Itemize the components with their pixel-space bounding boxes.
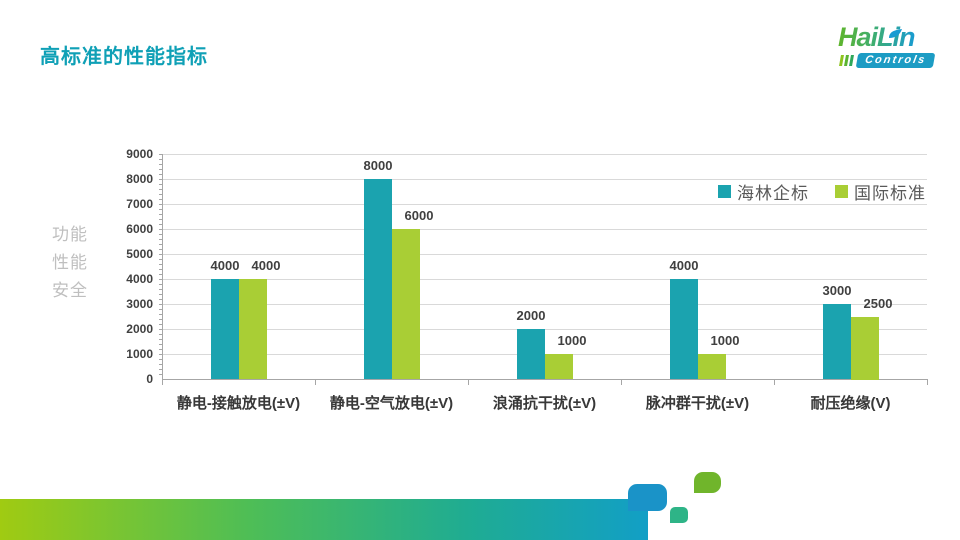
- gridline: [162, 254, 927, 255]
- category-label: 耐压绝缘(V): [810, 395, 891, 412]
- value-label: 4000: [669, 258, 699, 273]
- y-axis-label: 5000: [126, 247, 153, 261]
- y-axis-title: 功能 性能 安全: [52, 221, 88, 305]
- category-label: 静电-接触放电(±V): [176, 395, 301, 412]
- y-axis-label: 4000: [126, 272, 153, 286]
- logo-wordmark: HaiLin: [838, 24, 915, 51]
- deco-teal-leaf: [670, 507, 688, 523]
- legend-item: 海林企标: [718, 179, 809, 204]
- category-tick: [927, 380, 928, 385]
- bar-s0-c4: [823, 304, 851, 379]
- bar-s1-c2: [545, 354, 573, 379]
- y-axis-title-line: 安全: [52, 281, 88, 300]
- y-axis-label: 1000: [126, 347, 153, 361]
- gridline: [162, 179, 927, 180]
- value-label: 2500: [863, 296, 893, 311]
- category-tick: [162, 380, 163, 385]
- bar-s1-c0: [239, 279, 267, 379]
- value-label: 1000: [710, 333, 740, 348]
- bar-s1-c3: [698, 354, 726, 379]
- y-axis-label: 2000: [126, 322, 153, 336]
- category-tick: [774, 380, 775, 385]
- gridline: [162, 304, 927, 305]
- value-label: 8000: [363, 158, 393, 173]
- y-axis-label: 6000: [126, 222, 153, 236]
- category-tick: [315, 380, 316, 385]
- bottom-gradient-bar: [0, 499, 648, 540]
- bar-s1-c4: [851, 317, 879, 380]
- category-tick: [468, 380, 469, 385]
- gridline: [162, 204, 927, 205]
- category-label: 脉冲群干扰(±V): [645, 395, 750, 412]
- value-label: 2000: [516, 308, 546, 323]
- legend-label: 国际标准: [854, 184, 926, 203]
- legend-item: 国际标准: [835, 179, 926, 204]
- x-axis-line: [162, 379, 928, 380]
- bar-s1-c1: [392, 229, 420, 379]
- value-label: 4000: [251, 258, 281, 273]
- y-axis-label: 9000: [126, 147, 153, 161]
- y-axis-title-line: 功能: [52, 225, 88, 244]
- y-axis-label: 7000: [126, 197, 153, 211]
- deco-green-leaf: [694, 472, 721, 493]
- gridline: [162, 279, 927, 280]
- bar-s0-c0: [211, 279, 239, 379]
- y-axis-label: 0: [146, 372, 153, 386]
- value-label: 3000: [822, 283, 852, 298]
- legend-swatch-icon: [835, 185, 848, 198]
- y-axis-minor-ticks: [159, 154, 162, 379]
- value-label: 1000: [557, 333, 587, 348]
- value-label: 4000: [210, 258, 240, 273]
- bar-s0-c1: [364, 179, 392, 379]
- legend-swatch-icon: [718, 185, 731, 198]
- page-title: 高标准的性能指标: [40, 46, 208, 68]
- y-axis-title-line: 性能: [52, 253, 88, 272]
- hailin-logo: HaiLin Controls: [838, 24, 946, 69]
- y-axis-label: 8000: [126, 172, 153, 186]
- legend-label: 海林企标: [737, 184, 809, 203]
- y-axis-line: [162, 154, 163, 379]
- category-label: 浪涌抗干扰(±V): [492, 395, 597, 412]
- y-axis-label: 3000: [126, 297, 153, 311]
- value-label: 6000: [404, 208, 434, 223]
- category-label: 静电-空气放电(±V): [329, 395, 454, 412]
- bar-s0-c2: [517, 329, 545, 379]
- bar-s0-c3: [670, 279, 698, 379]
- category-tick: [621, 380, 622, 385]
- gridline: [162, 229, 927, 230]
- gridline: [162, 154, 927, 155]
- chart-legend: 海林企标 国际标准: [692, 179, 926, 204]
- leaf-icon: [888, 17, 903, 44]
- deco-blue-leaf: [628, 484, 667, 511]
